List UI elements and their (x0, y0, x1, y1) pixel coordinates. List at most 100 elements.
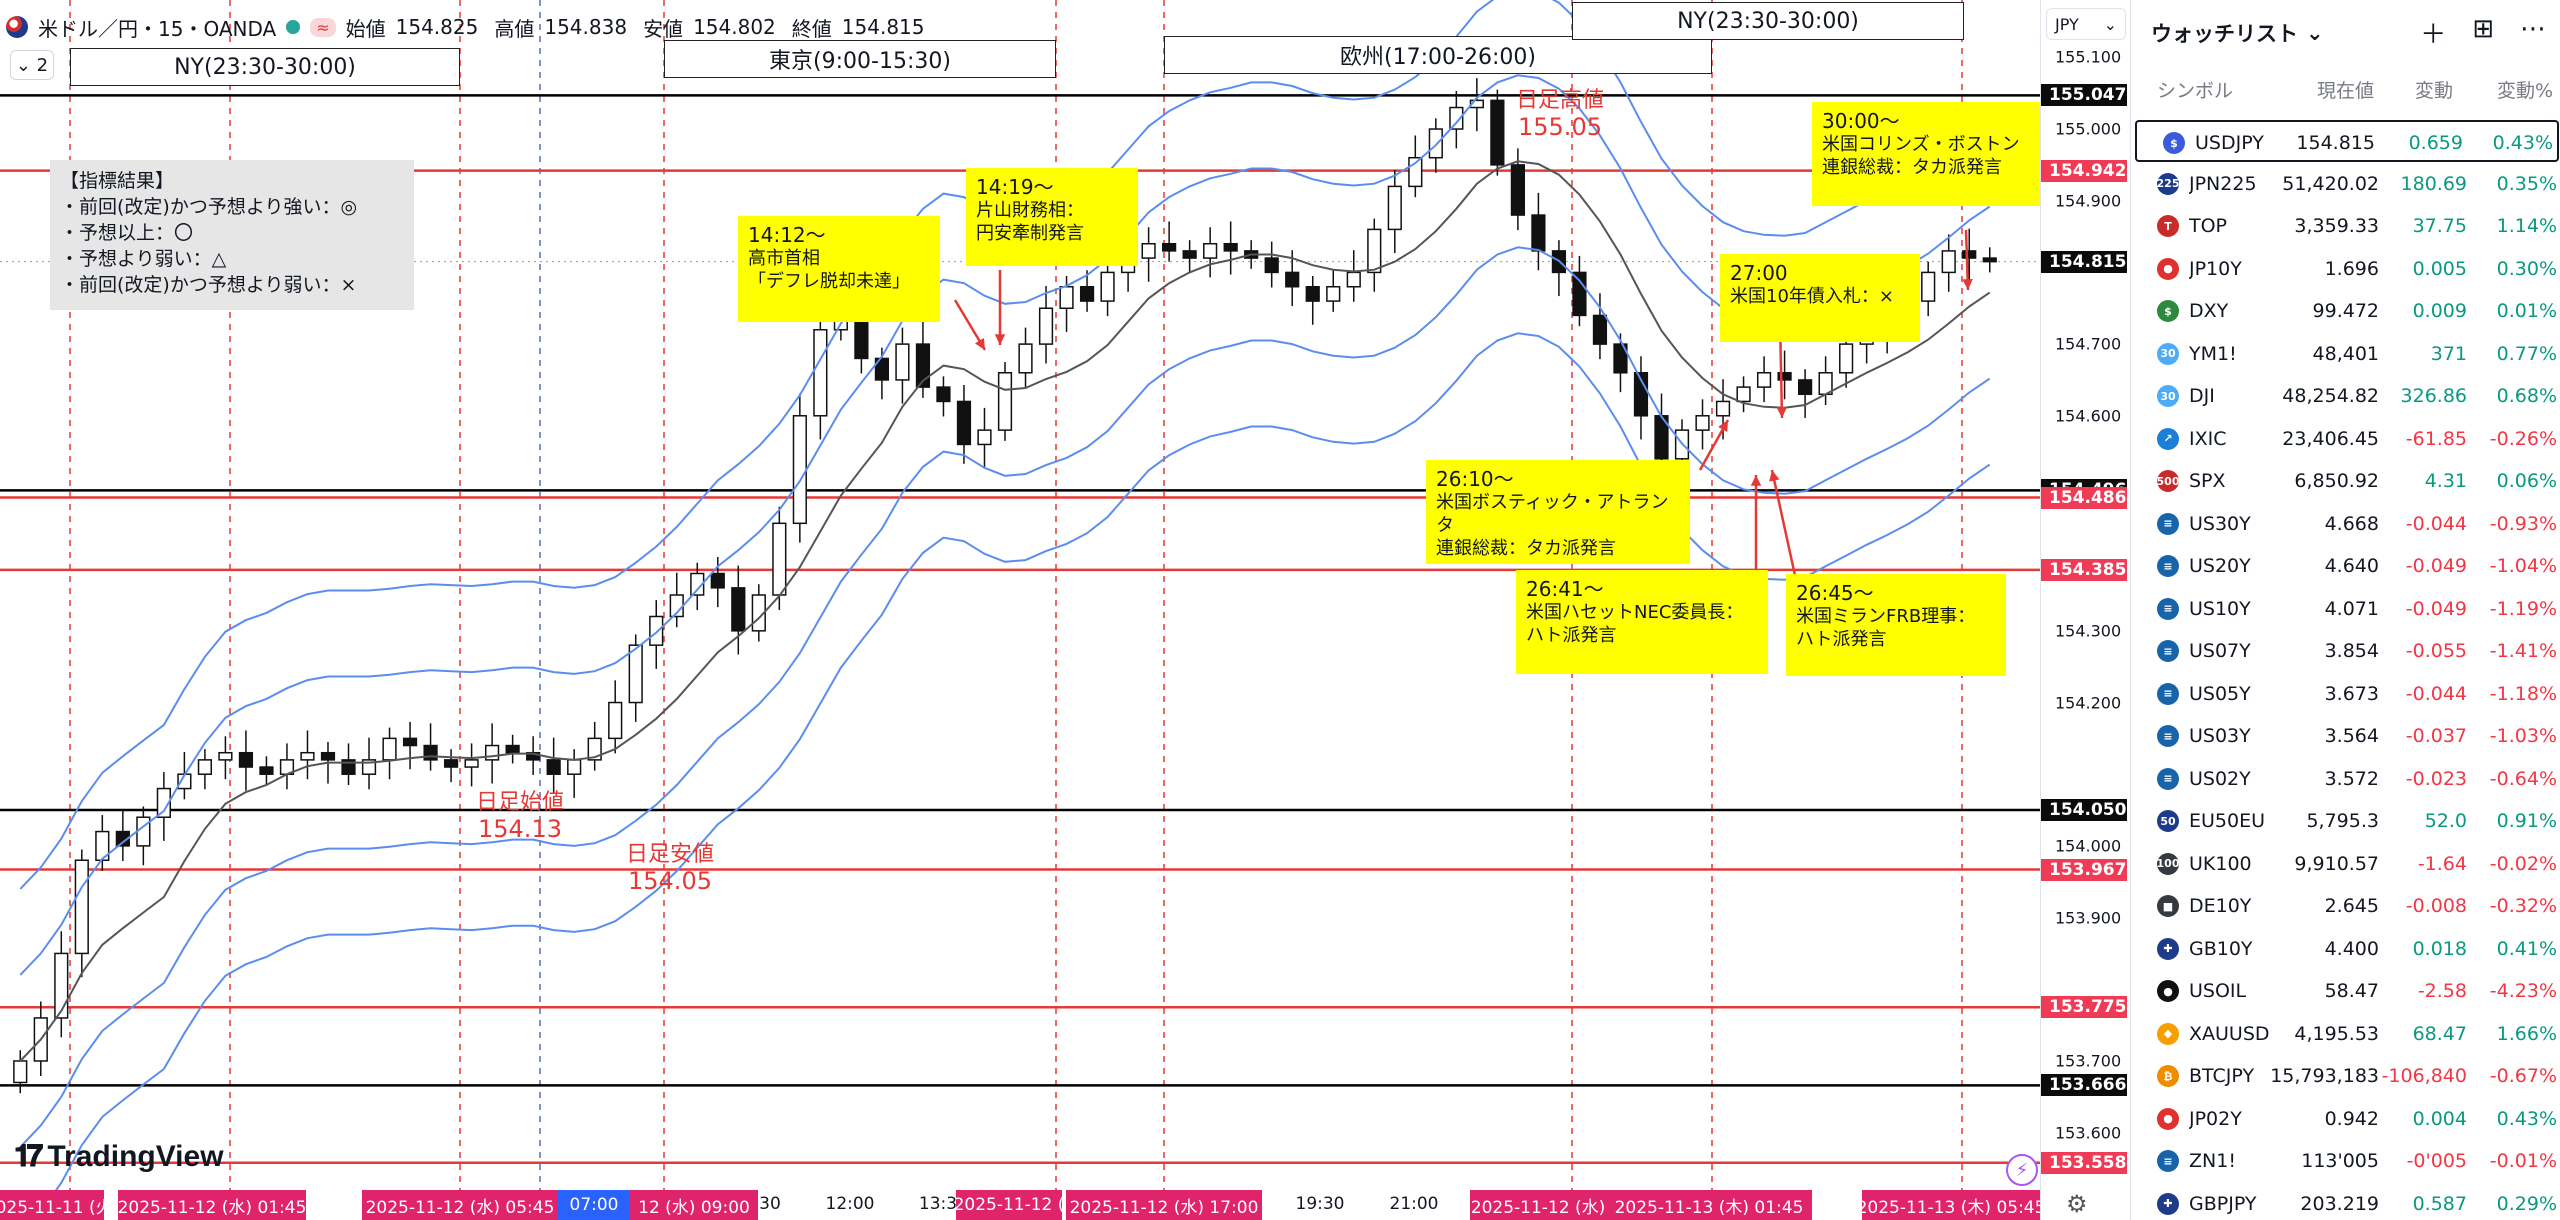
watchlist-row[interactable]: 30 DJI 48,254.82 326.86 0.68% (2131, 375, 2560, 417)
add-symbol-icon[interactable]: ＋ (2420, 20, 2447, 50)
watchlist-row[interactable]: ≡ US10Y 4.071 -0.049 -1.19% (2131, 588, 2560, 630)
watchlist-row[interactable]: 500 SPX 6,850.92 4.31 0.06% (2131, 460, 2560, 502)
note-takaichi[interactable]: 14:12～ 高市首相 「デフレ脱却未達」 (738, 216, 940, 322)
watchlist-row[interactable]: $ USDJPY 154.815 0.659 0.43% (2135, 120, 2559, 162)
watchlist-row[interactable]: ₿ BTCJPY 15,793,183 -106,840 -0.67% (2131, 1055, 2560, 1097)
watchlist-row[interactable]: ≡ US20Y 4.640 -0.049 -1.04% (2131, 545, 2560, 587)
symbol-header: 米ドル／円・15・OANDA ≈ 始値 154.825 高値 154.838 安値 1… (6, 10, 931, 44)
symbol-name: DE10Y (2189, 895, 2252, 917)
note-time: 30:00～ (1822, 109, 1900, 133)
symbol-icon: ≡ (2157, 682, 2179, 705)
candle-body (1141, 242, 1156, 259)
symbol-title[interactable]: 米ドル／円・15・OANDA (38, 16, 277, 41)
watchlist-row[interactable]: ≡ US30Y 4.668 -0.044 -0.93% (2131, 503, 2560, 545)
watchlist-row[interactable]: 50 EU50EU 5,795.3 52.0 0.91% (2131, 800, 2560, 842)
moving-average-line (19, 160, 1991, 1062)
watchlist-row[interactable]: ✚ GB10Y 4.400 0.018 0.41% (2131, 928, 2560, 970)
watchlist-row[interactable]: ≡ US07Y 3.854 -0.055 -1.41% (2131, 630, 2560, 672)
symbol-change-pct: 0.41% (2496, 937, 2557, 960)
price-tag: 153.967 (2041, 858, 2127, 881)
symbol-name: JP02Y (2189, 1107, 2242, 1130)
time-label: 12:00 (825, 1194, 875, 1214)
watchlist-row[interactable]: ◆ XAUUSD 4,195.53 68.47 1.66% (2131, 1013, 2560, 1055)
time-label: 13:3 (918, 1194, 958, 1214)
candle-body (1018, 343, 1033, 374)
symbol-change-pct: 0.68% (2496, 385, 2557, 407)
candle-body (977, 429, 992, 446)
tradingview-mark-icon: 𝟏𝟕 (14, 1140, 43, 1173)
symbol-icon: 500 (2157, 470, 2179, 492)
candle-body (1715, 400, 1731, 417)
note-miran[interactable]: 26:45～ 米国ミランFRB理事： ハト派発言 (1786, 574, 2006, 676)
watchlist-row[interactable]: ≡ US02Y 3.572 -0.023 -0.64% (2131, 758, 2560, 800)
candle-body (1162, 242, 1177, 252)
layout-icon[interactable]: ⊞ (2472, 14, 2494, 44)
watchlist-row[interactable]: ● JP10Y 1.696 0.005 0.30% (2131, 248, 2560, 290)
price-tag: 153.558 (2041, 1151, 2127, 1174)
chart-pane[interactable]: 米ドル／円・15・OANDA ≈ 始値 154.825 高値 154.838 安値 1… (0, 0, 2040, 1220)
collapse-indicators-button[interactable]: ⌄ 2 (10, 50, 54, 80)
note-line: 片山財務相： (976, 200, 1084, 221)
tradingview-logo[interactable]: 𝟏𝟕 TradingView (14, 1140, 224, 1174)
note-collins[interactable]: 30:00～ 米国コリンズ・ボストン 連銀総裁：タカ派発言 (1812, 102, 2040, 206)
watchlist-row[interactable]: 225 JPN225 51,420.02 180.69 0.35% (2131, 163, 2560, 205)
symbol-change: -0.049 (2405, 555, 2467, 577)
more-icon[interactable]: ⋯ (2520, 14, 2546, 44)
watchlist-row[interactable]: ≡ US05Y 3.673 -0.044 -1.18% (2131, 673, 2560, 715)
symbol-change: -2.58 (2417, 980, 2467, 1002)
col-symbol[interactable]: シンボル (2157, 80, 2234, 102)
data-flag-pill[interactable]: ≈ (310, 17, 336, 37)
note-us10y-auction[interactable]: 27:00 米国10年債入札：× (1720, 254, 1920, 342)
symbol-change-pct: 0.91% (2496, 810, 2557, 832)
low-label: 安値 (643, 16, 684, 41)
candle-body (300, 751, 315, 761)
symbol-name: US07Y (2189, 640, 2251, 662)
candle-body (464, 759, 479, 768)
watchlist-row[interactable]: ● USOIL 58.47 -2.58 -4.23% (2131, 970, 2560, 1012)
session-box-ny-left: NY(23:30-30:00) (70, 48, 460, 86)
col-change-pct[interactable]: 変動% (2497, 80, 2554, 102)
watchlist-row[interactable]: 30 YM1! 48,401 371 0.77% (2131, 333, 2560, 375)
watchlist-row[interactable]: ● JP02Y 0.942 0.004 0.43% (2131, 1098, 2560, 1140)
col-change[interactable]: 変動 (2415, 80, 2454, 102)
note-katayama[interactable]: 14:19～ 片山財務相： 円安牽制発言 (966, 168, 1138, 266)
watchlist-title-button[interactable]: ウォッチリスト ⌄ (2151, 18, 2324, 48)
symbol-icon: $ (2157, 300, 2179, 322)
watchlist-row[interactable]: ≡ US03Y 3.564 -0.037 -1.03% (2131, 715, 2560, 757)
currency-select[interactable]: JPY ⌄ (2046, 8, 2126, 40)
symbol-name: USOIL (2189, 980, 2247, 1002)
annotation-arrowhead (994, 334, 1006, 345)
watchlist-row[interactable]: ↗ IXIC 23,406.45 -61.85 -0.26% (2131, 418, 2560, 460)
note-bostic[interactable]: 26:10～ 米国ボスティック・アトランタ 連銀総裁：タカ派発言 (1426, 460, 1690, 564)
time-pill: 2025-11-12 (水) 01:45 (118, 1190, 306, 1220)
symbol-price: 0.942 (2324, 1107, 2379, 1130)
symbol-icon: ≡ (2157, 597, 2179, 620)
watchlist-row[interactable]: ≡ ZN1! 113'005 -0'005 -0.01% (2131, 1140, 2560, 1182)
col-price[interactable]: 現在値 (2317, 80, 2375, 102)
lightning-icon[interactable]: ⚡ (2006, 1154, 2038, 1186)
watchlist-row[interactable]: 100 UK100 9,910.57 -1.64 -0.02% (2131, 843, 2560, 885)
price-tick: 154.700 (2055, 334, 2122, 354)
watchlist-row[interactable]: ■ DE10Y 2.645 -0.008 -0.32% (2131, 885, 2560, 927)
high-value: 154.838 (544, 15, 628, 39)
candle-body (710, 572, 725, 589)
symbol-icon: ≡ (2157, 1150, 2179, 1172)
candle-body (1100, 271, 1115, 302)
watchlist-row[interactable]: ✚ GBPJPY 203.219 0.587 0.29% (2131, 1183, 2560, 1220)
candle-body (1367, 228, 1382, 274)
symbol-icon: ✚ (2157, 937, 2179, 960)
note-hassett[interactable]: 26:41～ 米国ハセットNEC委員長： ハト派発言 (1516, 570, 1768, 674)
watchlist-row[interactable]: T TOP 3,359.33 37.75 1.14% (2131, 205, 2560, 247)
symbol-change-pct: 0.35% (2496, 172, 2557, 195)
close-value: 154.815 (841, 15, 925, 39)
legend-line: ・前回(改定)かつ予想より弱い：× (60, 274, 357, 296)
axis-settings-icon[interactable]: ⚙ (2066, 1190, 2088, 1218)
time-axis[interactable]: 2025-11-11 (火) 2025-11-12 (水) 01:45 2025… (0, 1190, 2040, 1220)
candle-body (895, 343, 910, 381)
candle-body (1346, 271, 1361, 288)
symbol-price: 4.400 (2324, 937, 2379, 960)
watchlist-row[interactable]: $ DXY 99.472 0.009 0.01% (2131, 290, 2560, 332)
price-axis[interactable]: 155.100 155.000 154.900 154.700 154.600 154.3… (2040, 0, 2130, 1220)
lower-band-2 (54, 332, 1991, 1190)
